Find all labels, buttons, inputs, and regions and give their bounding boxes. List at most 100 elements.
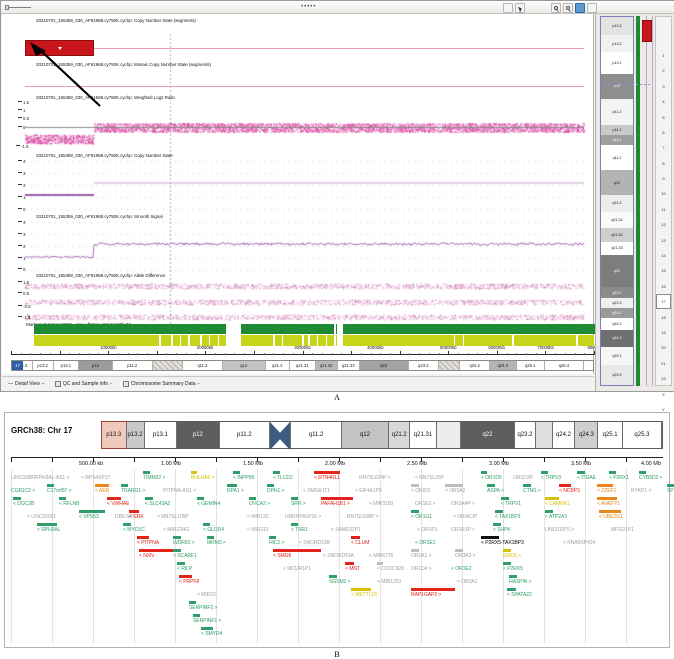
chromosome-item-12[interactable]: 12 xyxy=(661,222,666,228)
ideogram-band[interactable]: p12 xyxy=(79,361,113,370)
chromosome-17-ideogram[interactable]: p13.3 p13.2 p13.1 p12 p11.2 p11.1 q11.1 q11.2 q1… xyxy=(600,16,634,386)
gene-label[interactable]: < LINC02091 xyxy=(27,514,56,520)
gene-label[interactable]: < MIR22 xyxy=(197,592,216,598)
gene-label[interactable]: < MIR1253 xyxy=(377,579,401,585)
tab-qc-and-sample-info[interactable]: QC and Sample info ⌐ xyxy=(54,380,113,387)
scissors-icon[interactable] xyxy=(539,3,549,13)
gene-label[interactable]: < ITGAE xyxy=(577,471,596,481)
chromosome-band[interactable]: p13.1 xyxy=(601,51,633,74)
chromosome-item-22[interactable]: 22 xyxy=(661,376,666,382)
chromosome-item-X[interactable]: X xyxy=(662,391,665,397)
gene-label[interactable]: MFSD1P1 xyxy=(611,527,634,533)
gene-label[interactable]: OR1R1P > xyxy=(451,527,475,533)
gene-label[interactable]: < MIR22HG xyxy=(163,527,189,533)
band-q24-2[interactable]: q24.2 xyxy=(552,422,576,448)
chromosome-overview-panel[interactable]: p13.3 p13.2 p13.1 p12 p11.2 p11.1 q11.1 q11.2 q1… xyxy=(595,14,674,412)
chromosome-selector-list[interactable]: 1 2 3 4 5 6 7 8 9 10 11 12 13 14 15 16 17 18 19 20 21 22 X Y xyxy=(655,16,672,412)
chromosome-band[interactable]: q21.32 xyxy=(601,228,633,242)
gene-label[interactable]: < SLC43A2 xyxy=(145,497,170,507)
gene-label[interactable]: LINC01975 > xyxy=(545,527,574,533)
band-unlabeled[interactable] xyxy=(536,422,553,448)
ideogram-band[interactable]: q21.33 xyxy=(337,361,360,370)
chromosome-ideogram-bar[interactable]: 17 p13.3p13.2p13.1p12p11.2q11.2q12q21.2q… xyxy=(11,360,594,371)
gene-label[interactable]: C17orf97 > xyxy=(47,484,71,494)
chromosome-band[interactable]: q24.3 xyxy=(601,330,633,347)
gene-label[interactable]: < CCDC928 xyxy=(377,562,404,572)
gene-label[interactable]: < ANKFY1 xyxy=(597,497,620,507)
gene-label[interactable]: < OR3A1 xyxy=(457,579,478,585)
chromosome-item-21[interactable]: 21 xyxy=(661,360,666,366)
gene-annotation-track[interactable]: LINC02887 RPH3AL-AS1 > < RPS4XP17 TIMM22 > B… xyxy=(11,469,674,644)
chromosome-item-11[interactable]: 11 xyxy=(661,206,666,212)
gene-label[interactable]: < OR1P1 xyxy=(417,527,438,533)
ideogram-band[interactable]: p11.2 xyxy=(112,361,153,370)
gene-label[interactable]: WDR81 > xyxy=(173,536,195,546)
chromosome-item-6[interactable]: 6 xyxy=(662,129,665,135)
gene-label[interactable]: < NXN xyxy=(139,549,177,559)
note-icon[interactable] xyxy=(503,2,513,13)
chromosome-item-8[interactable]: 8 xyxy=(662,160,665,166)
band-q22[interactable]: q22 xyxy=(461,422,515,448)
gene-label[interactable]: < SNORD91B xyxy=(299,540,330,546)
gene-label[interactable]: EMC6 > xyxy=(503,549,521,559)
chromosome-item-1[interactable]: 1 xyxy=(662,52,665,58)
gene-label[interactable]: < RFLNB xyxy=(59,497,79,507)
gene-label[interactable]: < MIR3183 xyxy=(369,501,393,507)
gene-label[interactable]: < SPATA22 xyxy=(507,588,532,598)
pin-icon[interactable]: ⌐ xyxy=(41,380,45,387)
band-p13-2[interactable]: p13.2 xyxy=(126,422,145,448)
chromosome-item-13[interactable]: 13 xyxy=(661,237,666,243)
gene-label[interactable]: < TLCD2 xyxy=(273,471,293,481)
ideogram-band[interactable]: q21.32 xyxy=(315,361,338,370)
gene-label[interactable]: < VPS53 xyxy=(79,510,105,520)
gene-label[interactable]: MRM3 > xyxy=(207,536,226,546)
band-q21-2[interactable]: q21.2 xyxy=(389,422,411,448)
chromosome-band[interactable]: q23.2 xyxy=(601,286,633,299)
chromosome-item-17[interactable]: 17 xyxy=(656,294,671,310)
chromosome-item-Y[interactable]: Y xyxy=(662,406,665,412)
gene-label[interactable]: OR3A4P > xyxy=(451,501,475,507)
ideogram-band[interactable]: q22 xyxy=(359,361,409,370)
chromosome-band[interactable]: q23.3 xyxy=(601,298,633,309)
chromosome-band[interactable]: p11.2 xyxy=(601,98,633,126)
ideogram-band[interactable]: q25.1 xyxy=(516,361,545,370)
gene-label[interactable]: < MCUR1P1 xyxy=(283,566,311,572)
gene-label[interactable]: < MYO1C xyxy=(123,523,145,533)
chromosome-item-5[interactable]: 5 xyxy=(662,114,665,120)
band-q23-2[interactable]: q23.2 xyxy=(514,422,537,448)
gene-label[interactable]: RYKP1 > xyxy=(631,488,651,494)
ideogram-band[interactable] xyxy=(439,361,461,370)
band-p13-3[interactable]: p13.3 xyxy=(101,421,128,449)
chromosome-band[interactable]: q12 xyxy=(601,170,633,196)
gene-label[interactable]: < P2RX5 xyxy=(503,562,523,572)
band-q12[interactable]: q12 xyxy=(341,422,390,448)
ideogram-band[interactable]: q24.2 xyxy=(460,361,490,370)
gene-label[interactable]: < GEMIN4 xyxy=(197,497,220,507)
gene-label[interactable]: CGB1C2 > xyxy=(11,488,35,494)
gene-label[interactable]: < INPP5K xyxy=(233,471,255,481)
chromosome-band[interactable]: q21.2 xyxy=(601,195,633,212)
chromosome-item[interactable] xyxy=(656,32,671,47)
ideogram-band[interactable]: q12 xyxy=(222,361,266,370)
chromosome-item-18[interactable]: 18 xyxy=(661,314,666,320)
band-q21-31[interactable]: q21.31 xyxy=(410,422,437,448)
gene-label[interactable]: PAFAH1B1 > xyxy=(321,497,353,507)
gene-label[interactable]: < SMG6 xyxy=(273,549,321,559)
gene-label[interactable]: < TRPV3 xyxy=(541,471,561,481)
chromosome-band[interactable]: p13.3 xyxy=(601,17,633,36)
ideogram-band[interactable]: p13.1 xyxy=(53,361,80,370)
gene-label[interactable]: < OR1D5 xyxy=(481,471,502,481)
pin-icon[interactable]: ⌐ xyxy=(197,380,201,387)
gene-label[interactable]: SERPINF2 > xyxy=(189,601,217,611)
gene-label[interactable]: < RNA5SP434 xyxy=(563,540,595,546)
gene-label[interactable]: HNRNPA1P16 > xyxy=(285,514,321,520)
band-q24-3[interactable]: q24.3 xyxy=(575,422,599,448)
gene-label[interactable]: RPA1 > xyxy=(227,484,244,494)
chromosome-band[interactable]: q25.1 xyxy=(601,346,633,365)
ideogram-band[interactable]: q23.2 xyxy=(408,361,440,370)
gene-label[interactable]: TRARG1 > xyxy=(121,484,145,494)
chromosome-item-15[interactable]: 15 xyxy=(661,268,666,274)
gene-label[interactable]: RN7SL608P > xyxy=(347,514,379,520)
chromosome-item-2[interactable]: 2 xyxy=(662,68,665,74)
chromosome-band[interactable]: q21.31 xyxy=(601,211,633,229)
